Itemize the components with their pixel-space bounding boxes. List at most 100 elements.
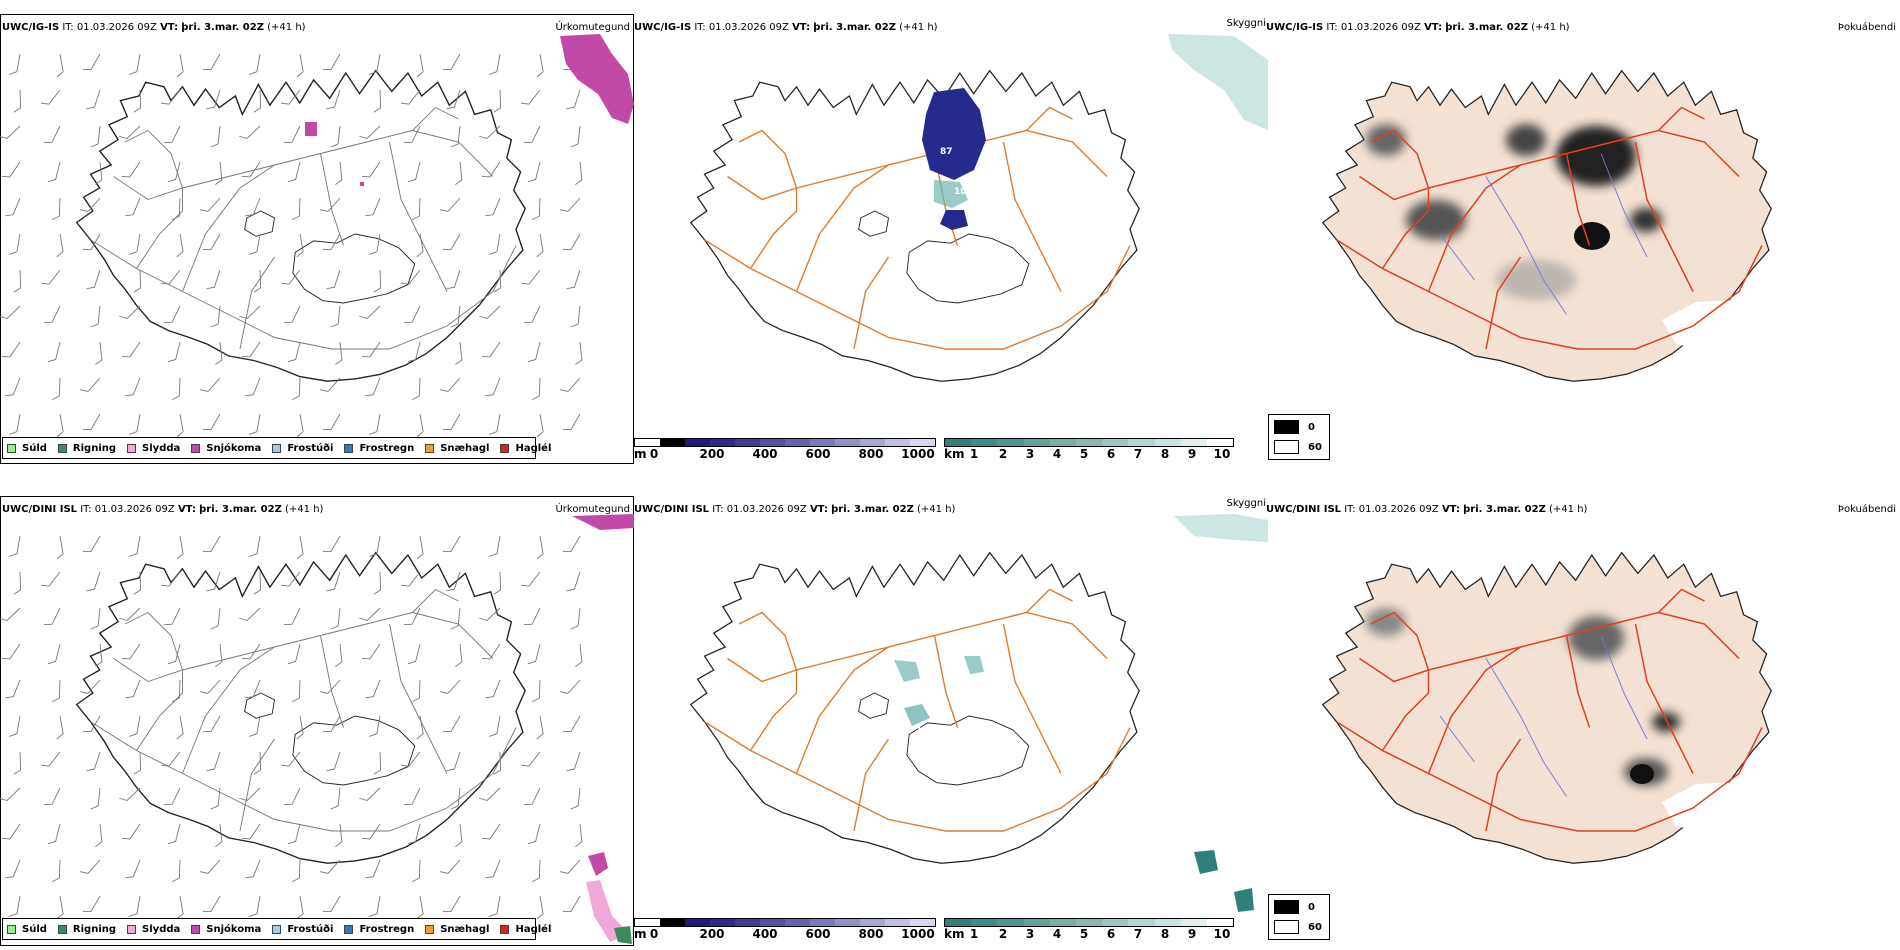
wind-barb: [292, 377, 301, 401]
wind-barb: [245, 679, 261, 699]
legend-item: Slydda: [127, 443, 180, 454]
wind-barb: [326, 571, 341, 592]
rain-area: [614, 926, 632, 944]
wind-barb: [400, 751, 421, 767]
wind-barb: [416, 413, 424, 438]
legend-item: Rigning: [57, 924, 116, 935]
wind-barb: [86, 751, 101, 772]
elevation-ticks: 0 200 400 600 800 1000: [649, 927, 935, 941]
wind-barb: [287, 341, 301, 363]
visibility-strip: [944, 918, 1234, 927]
wind-barb: [566, 751, 581, 772]
wind-barb: [160, 751, 181, 767]
wind-barb: [82, 715, 101, 733]
wind-barb: [56, 413, 64, 438]
glacier-white: [1662, 782, 1772, 834]
wind-barb: [416, 53, 424, 78]
wind-barb: [5, 859, 21, 879]
wind-barb: [319, 859, 341, 874]
wind-barb: [322, 895, 341, 913]
wind-barb: [44, 305, 61, 324]
wind-barb: [40, 571, 61, 587]
wind-barb: [206, 571, 221, 592]
wind-barb: [575, 161, 583, 185]
wind-barb: [95, 161, 103, 185]
snow-area: [305, 122, 317, 136]
wind-barb: [199, 679, 221, 694]
wind-barb: [520, 751, 541, 767]
wind-barb: [570, 607, 581, 630]
wind-barb: [407, 823, 421, 845]
wind-barb: [47, 341, 61, 363]
wind-barb: [479, 787, 501, 802]
wind-barb: [319, 377, 341, 392]
wind-barb: [79, 859, 101, 874]
wind-barb: [442, 715, 461, 733]
wind-barb: [520, 571, 541, 587]
wind-barb: [40, 269, 61, 285]
wind-barb: [446, 751, 461, 772]
wind-barb: [292, 859, 301, 883]
wind-barb: [47, 161, 61, 183]
wind-barb: [249, 715, 261, 737]
wind-barb: [239, 305, 261, 320]
wind-barb: [439, 679, 461, 694]
wind-barb: [520, 89, 541, 105]
wind-barb: [253, 751, 262, 775]
wind-barb: [559, 197, 581, 212]
wind-barb: [5, 197, 21, 217]
wind-barb: [249, 895, 261, 917]
wind-barb: [202, 895, 221, 913]
wind-barb: [412, 197, 421, 221]
wind-barb: [52, 377, 61, 401]
wind-barb: [373, 571, 382, 595]
wind-barb: [369, 535, 381, 557]
legend-item: Frostregn: [344, 443, 414, 454]
wind-barb: [296, 53, 304, 78]
fog-core: [1574, 222, 1610, 250]
wind-barb: [416, 233, 424, 258]
wind-barb: [416, 895, 424, 920]
wind-barb: [9, 895, 21, 917]
panel-header: UWC/IG-IS IT: 01.03.2026 09Z VT: þri. 3.…: [634, 22, 938, 33]
wind-barb: [44, 787, 61, 806]
wind-barb: [245, 197, 261, 217]
wind-barb: [249, 535, 261, 557]
wind-barb: [119, 787, 141, 802]
low-visibility-area: [1174, 514, 1268, 542]
wind-barb: [566, 89, 581, 110]
wind-barb: [199, 197, 221, 212]
wind-barb: [9, 535, 21, 557]
wind-barb: [361, 341, 381, 358]
wind-barb: [172, 859, 181, 883]
wind-barb: [253, 571, 262, 595]
wind-barbs: [0, 53, 583, 438]
visibility-colorbar: [944, 438, 1234, 464]
wind-barb: [44, 607, 61, 626]
wind-barb: [284, 305, 301, 324]
wind-barb: [527, 823, 541, 845]
wind-barb: [296, 715, 304, 740]
wind-barb: [79, 679, 101, 694]
elevation-strip: [634, 918, 936, 927]
wind-barb: [239, 787, 261, 802]
wind-barb: [215, 823, 223, 847]
fog-legend: 0 60: [1268, 894, 1330, 940]
wind-barb: [0, 607, 21, 622]
low-visibility-area: [1168, 34, 1268, 130]
wind-barb: [335, 341, 343, 365]
sleet-area: [586, 880, 630, 942]
wind-barb: [559, 377, 581, 392]
wind-barb: [442, 413, 461, 431]
fog-legend-high: 0: [1274, 900, 1315, 914]
wind-barb: [0, 787, 21, 802]
wind-barb: [215, 643, 223, 667]
wind-barb: [442, 535, 461, 553]
visibility-strip: [944, 438, 1234, 447]
wind-barb: [400, 571, 421, 587]
wind-barb: [133, 751, 142, 775]
wind-barb: [489, 53, 501, 75]
wind-barb: [133, 571, 142, 595]
wind-barb: [455, 823, 463, 847]
wind-barb: [365, 679, 381, 699]
